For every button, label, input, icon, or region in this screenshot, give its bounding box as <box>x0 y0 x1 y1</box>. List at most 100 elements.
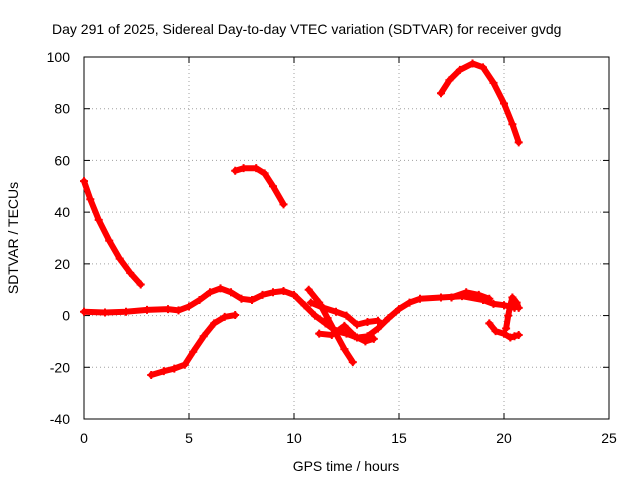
data-point <box>506 333 515 342</box>
data-point <box>489 78 498 87</box>
data-point <box>485 294 494 303</box>
data-point <box>332 307 340 316</box>
data-point <box>500 99 508 108</box>
data-point <box>350 332 359 341</box>
data-point <box>206 288 214 297</box>
y-tick-label: 40 <box>54 204 70 220</box>
data-point <box>220 312 229 321</box>
data-point <box>479 63 487 72</box>
x-axis-label: GPS time / hours <box>293 458 400 474</box>
data-point <box>455 65 464 74</box>
data-point <box>258 290 267 299</box>
data-point <box>300 301 309 310</box>
series-arc-11 <box>448 289 493 302</box>
data-point <box>126 268 135 277</box>
data-point <box>195 296 204 305</box>
data-point <box>306 298 315 307</box>
data-point <box>500 329 508 338</box>
x-tick-label: 5 <box>185 430 193 446</box>
data-point <box>248 296 256 305</box>
data-point <box>80 307 88 316</box>
data-point <box>405 298 414 307</box>
data-point <box>80 177 88 186</box>
data-point <box>136 280 145 289</box>
data-point <box>374 324 382 333</box>
data-point <box>323 314 332 323</box>
data-point <box>105 236 114 245</box>
data-point <box>216 284 225 293</box>
y-tick-label: 0 <box>62 308 70 324</box>
series-arc-5 <box>148 312 239 378</box>
y-tick-label: -40 <box>50 411 70 427</box>
data-point <box>340 345 349 354</box>
data-point <box>514 138 523 147</box>
x-tick-label: 10 <box>286 430 302 446</box>
data-point <box>315 329 324 338</box>
y-tick-label: 20 <box>54 256 70 272</box>
data-point <box>512 298 521 307</box>
x-tick-label: 20 <box>496 430 512 446</box>
tick-layer: 0 5 10 15 20 25 -40 -20 0 20 40 60 80 100 <box>47 49 617 446</box>
data-point <box>353 320 361 329</box>
x-tick-label: 15 <box>391 430 407 446</box>
data-point <box>174 306 183 315</box>
data-point <box>239 164 248 173</box>
data-point <box>363 318 372 327</box>
data-point <box>115 254 124 263</box>
data-point <box>180 360 189 369</box>
data-point <box>122 307 130 316</box>
data-point <box>147 371 156 380</box>
data-point <box>502 324 511 333</box>
data-point <box>508 120 517 129</box>
series-layer <box>80 59 523 380</box>
data-point <box>361 337 370 346</box>
data-point <box>468 59 477 68</box>
series-arc-6 <box>305 286 356 366</box>
grid-layer <box>84 57 609 419</box>
x-tick-label: 0 <box>80 430 88 446</box>
data-point <box>86 195 95 204</box>
y-tick-label: -20 <box>50 359 70 375</box>
data-point <box>269 288 277 297</box>
data-point <box>231 311 240 320</box>
data-point <box>101 308 109 317</box>
data-point <box>374 316 382 325</box>
data-point <box>279 200 288 209</box>
data-point <box>395 305 403 314</box>
y-axis-label: SDTVAR / TECUs <box>5 182 21 294</box>
data-point <box>189 347 198 356</box>
data-point <box>474 290 483 299</box>
data-point <box>143 305 151 314</box>
data-point <box>304 285 313 294</box>
data-point <box>159 367 168 376</box>
data-point <box>260 169 269 178</box>
data-point <box>227 288 235 297</box>
chart-title: Day 291 of 2025, Sidereal Day-to-day VTE… <box>52 21 561 37</box>
data-point <box>437 293 445 302</box>
data-point <box>342 311 351 320</box>
data-point <box>290 290 298 299</box>
series-arc-1 <box>81 178 144 288</box>
data-point <box>210 319 219 328</box>
data-point <box>485 319 494 328</box>
data-point <box>462 288 471 297</box>
data-point <box>319 303 328 312</box>
data-point <box>199 332 208 341</box>
y-tick-label: 60 <box>54 152 70 168</box>
data-point <box>348 358 357 367</box>
data-point <box>489 299 498 308</box>
data-point <box>447 293 456 302</box>
data-point <box>340 321 349 330</box>
data-point <box>508 293 517 302</box>
data-point <box>94 215 103 224</box>
data-point <box>384 314 393 323</box>
data-point <box>445 76 454 85</box>
data-point <box>279 287 288 296</box>
data-point <box>327 330 336 339</box>
data-point <box>491 327 500 336</box>
data-point <box>506 301 515 310</box>
y-tick-label: 100 <box>47 49 71 65</box>
x-tick-label: 25 <box>601 430 617 446</box>
data-point <box>269 182 277 191</box>
